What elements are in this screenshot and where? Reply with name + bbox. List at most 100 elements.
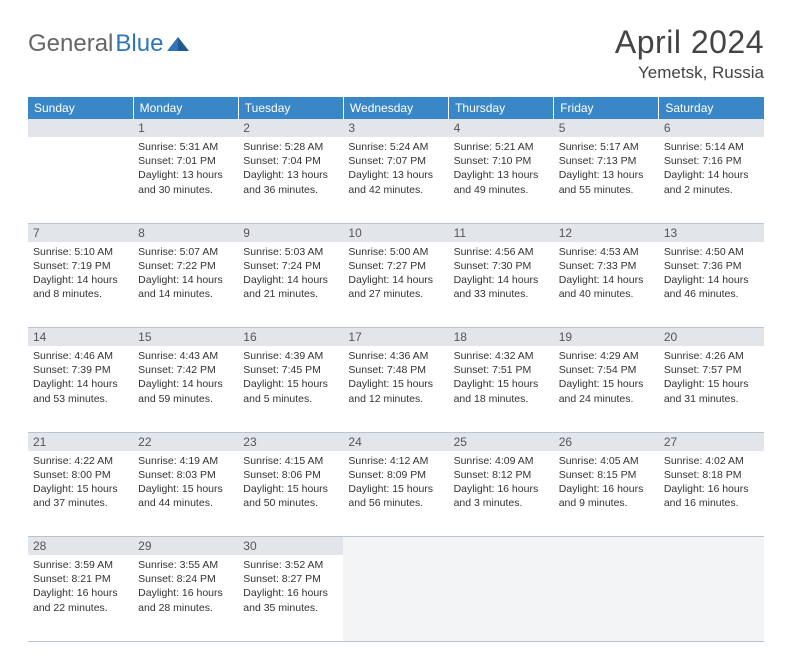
day-detail-line: Daylight: 13 hours	[348, 168, 443, 182]
day-detail-line: and 9 minutes.	[559, 496, 654, 510]
day-number-cell	[554, 537, 659, 556]
day-detail-line: Sunrise: 4:09 AM	[454, 454, 549, 468]
day-detail-line: Sunrise: 4:19 AM	[138, 454, 233, 468]
day-number-cell: 5	[554, 119, 659, 137]
day-detail-line: Sunrise: 4:05 AM	[559, 454, 654, 468]
day-number-cell: 25	[449, 432, 554, 451]
day-number: 16	[243, 330, 256, 344]
day-detail-line: Sunrise: 5:31 AM	[138, 140, 233, 154]
day-detail-line: Sunrise: 4:22 AM	[33, 454, 128, 468]
day-detail-line: Sunset: 7:07 PM	[348, 154, 443, 168]
day-details: Sunrise: 4:50 AMSunset: 7:36 PMDaylight:…	[664, 245, 759, 302]
header: General Blue April 2024 Yemetsk, Russia	[28, 24, 764, 83]
day-detail-line: Daylight: 15 hours	[33, 482, 128, 496]
day-detail-line: Daylight: 14 hours	[138, 273, 233, 287]
weekday-header: Wednesday	[343, 97, 448, 119]
brand-logo: General Blue	[28, 30, 189, 58]
day-detail-line: and 28 minutes.	[138, 601, 233, 615]
day-cell: Sunrise: 4:29 AMSunset: 7:54 PMDaylight:…	[554, 346, 659, 432]
day-cell: Sunrise: 4:26 AMSunset: 7:57 PMDaylight:…	[659, 346, 764, 432]
day-detail-line: Sunset: 7:27 PM	[348, 259, 443, 273]
day-details: Sunrise: 3:52 AMSunset: 8:27 PMDaylight:…	[243, 558, 338, 615]
day-number-cell: 9	[238, 223, 343, 242]
day-detail-line: Sunrise: 4:53 AM	[559, 245, 654, 259]
day-detail-line: Sunrise: 5:28 AM	[243, 140, 338, 154]
day-details: Sunrise: 5:31 AMSunset: 7:01 PMDaylight:…	[138, 140, 233, 197]
day-number-cell: 23	[238, 432, 343, 451]
day-details: Sunrise: 4:02 AMSunset: 8:18 PMDaylight:…	[664, 454, 759, 511]
day-detail-line: Daylight: 13 hours	[138, 168, 233, 182]
day-detail-line: and 50 minutes.	[243, 496, 338, 510]
day-detail-line: Daylight: 15 hours	[243, 482, 338, 496]
day-number-cell: 17	[343, 328, 448, 347]
week-row: Sunrise: 5:10 AMSunset: 7:19 PMDaylight:…	[28, 242, 764, 328]
day-detail-line: Sunrise: 3:59 AM	[33, 558, 128, 572]
day-details: Sunrise: 4:56 AMSunset: 7:30 PMDaylight:…	[454, 245, 549, 302]
week-row: Sunrise: 4:22 AMSunset: 8:00 PMDaylight:…	[28, 451, 764, 537]
day-detail-line: Sunset: 8:15 PM	[559, 468, 654, 482]
day-detail-line: Sunrise: 3:52 AM	[243, 558, 338, 572]
day-detail-line: and 2 minutes.	[664, 183, 759, 197]
day-cell: Sunrise: 4:22 AMSunset: 8:00 PMDaylight:…	[28, 451, 133, 537]
day-detail-line: Sunset: 7:54 PM	[559, 363, 654, 377]
day-detail-line: Sunset: 7:16 PM	[664, 154, 759, 168]
day-cell: Sunrise: 5:14 AMSunset: 7:16 PMDaylight:…	[659, 137, 764, 223]
day-number: 8	[138, 226, 145, 240]
day-cell: Sunrise: 3:55 AMSunset: 8:24 PMDaylight:…	[133, 555, 238, 641]
day-detail-line: Sunset: 7:24 PM	[243, 259, 338, 273]
day-detail-line: and 40 minutes.	[559, 287, 654, 301]
weekday-header: Tuesday	[238, 97, 343, 119]
day-details: Sunrise: 5:14 AMSunset: 7:16 PMDaylight:…	[664, 140, 759, 197]
day-detail-line: Sunset: 8:24 PM	[138, 572, 233, 586]
day-detail-line: and 14 minutes.	[138, 287, 233, 301]
day-number-cell	[28, 119, 133, 137]
day-number-cell	[659, 537, 764, 556]
day-details: Sunrise: 5:10 AMSunset: 7:19 PMDaylight:…	[33, 245, 128, 302]
day-number-cell	[343, 537, 448, 556]
weekday-header: Sunday	[28, 97, 133, 119]
weekday-header: Monday	[133, 97, 238, 119]
daynum-row: 14151617181920	[28, 328, 764, 347]
day-detail-line: and 16 minutes.	[664, 496, 759, 510]
day-cell: Sunrise: 5:07 AMSunset: 7:22 PMDaylight:…	[133, 242, 238, 328]
day-cell: Sunrise: 4:15 AMSunset: 8:06 PMDaylight:…	[238, 451, 343, 537]
day-detail-line: and 18 minutes.	[454, 392, 549, 406]
day-number-cell: 11	[449, 223, 554, 242]
day-detail-line: Daylight: 13 hours	[243, 168, 338, 182]
weekday-header: Saturday	[659, 97, 764, 119]
brand-general: General	[28, 30, 113, 58]
day-number: 10	[348, 226, 361, 240]
day-cell: Sunrise: 4:56 AMSunset: 7:30 PMDaylight:…	[449, 242, 554, 328]
day-details: Sunrise: 5:21 AMSunset: 7:10 PMDaylight:…	[454, 140, 549, 197]
day-details: Sunrise: 4:22 AMSunset: 8:00 PMDaylight:…	[33, 454, 128, 511]
day-number-cell: 29	[133, 537, 238, 556]
day-cell: Sunrise: 5:10 AMSunset: 7:19 PMDaylight:…	[28, 242, 133, 328]
day-details: Sunrise: 4:46 AMSunset: 7:39 PMDaylight:…	[33, 349, 128, 406]
day-number-cell: 28	[28, 537, 133, 556]
day-detail-line: Sunrise: 5:07 AM	[138, 245, 233, 259]
day-details: Sunrise: 4:53 AMSunset: 7:33 PMDaylight:…	[559, 245, 654, 302]
day-number-cell: 27	[659, 432, 764, 451]
day-number: 1	[138, 121, 145, 135]
day-detail-line: Daylight: 15 hours	[348, 377, 443, 391]
day-details: Sunrise: 4:26 AMSunset: 7:57 PMDaylight:…	[664, 349, 759, 406]
day-number: 15	[138, 330, 151, 344]
day-detail-line: Sunset: 7:13 PM	[559, 154, 654, 168]
day-details: Sunrise: 5:03 AMSunset: 7:24 PMDaylight:…	[243, 245, 338, 302]
day-detail-line: Sunset: 8:03 PM	[138, 468, 233, 482]
day-detail-line: Daylight: 16 hours	[454, 482, 549, 496]
day-number: 18	[454, 330, 467, 344]
day-detail-line: Sunset: 7:39 PM	[33, 363, 128, 377]
day-number: 4	[454, 121, 461, 135]
day-detail-line: Sunrise: 5:00 AM	[348, 245, 443, 259]
day-number: 28	[33, 539, 46, 553]
day-cell: Sunrise: 4:32 AMSunset: 7:51 PMDaylight:…	[449, 346, 554, 432]
day-details: Sunrise: 4:36 AMSunset: 7:48 PMDaylight:…	[348, 349, 443, 406]
day-cell	[28, 137, 133, 223]
day-detail-line: Sunrise: 5:21 AM	[454, 140, 549, 154]
day-detail-line: Sunset: 8:21 PM	[33, 572, 128, 586]
day-detail-line: Sunrise: 4:39 AM	[243, 349, 338, 363]
day-cell: Sunrise: 4:12 AMSunset: 8:09 PMDaylight:…	[343, 451, 448, 537]
day-detail-line: Sunset: 7:30 PM	[454, 259, 549, 273]
day-number: 3	[348, 121, 355, 135]
